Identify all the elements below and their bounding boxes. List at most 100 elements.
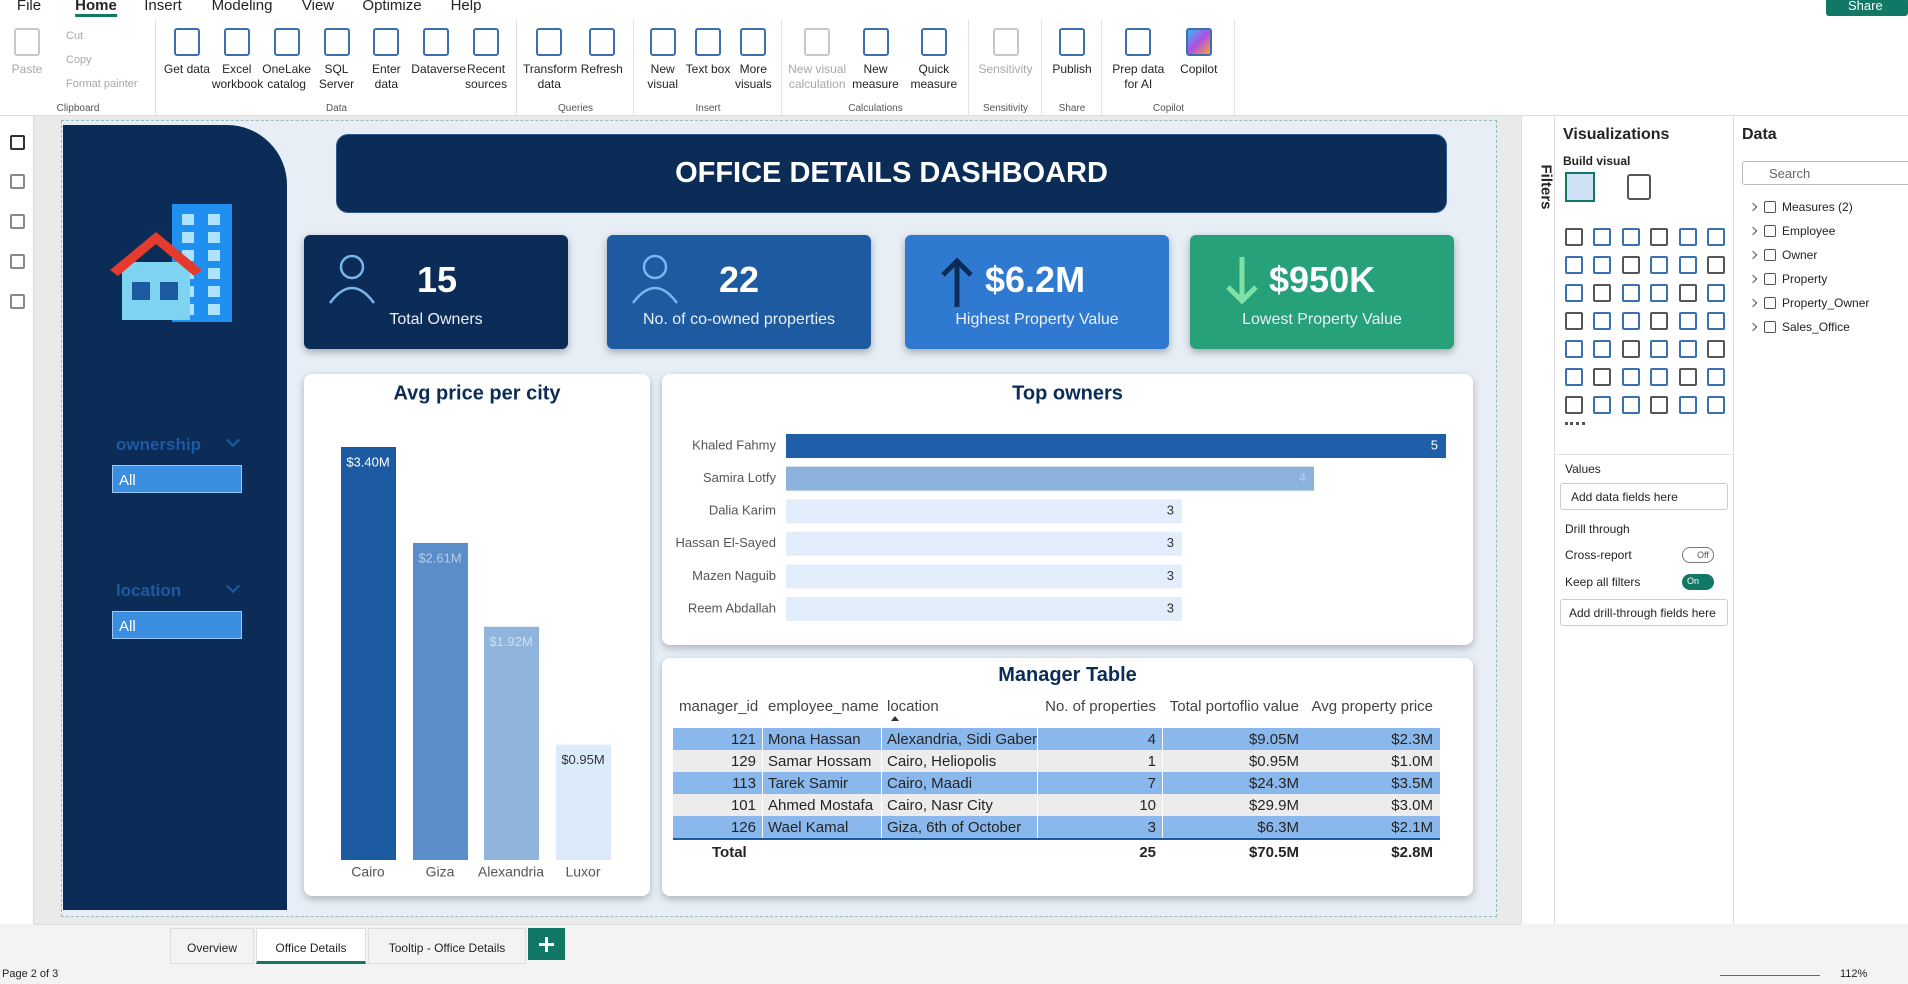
visual-type-icon[interactable] [1707,228,1725,246]
ribbon-button[interactable]: Get data [163,62,210,76]
expand-chevron[interactable] [1748,226,1758,236]
nav-icon[interactable] [10,294,25,309]
nav-icon[interactable] [10,254,25,269]
visual-type-icon[interactable] [1678,368,1697,386]
menu-item[interactable]: File [16,0,42,14]
drop-well[interactable]: Add data fields here [1560,483,1728,510]
visual-type-icon[interactable] [1707,256,1725,274]
share-button[interactable]: Share [1826,0,1908,16]
table-name[interactable]: Employee [1782,224,1836,238]
visual-type-icon[interactable] [1707,312,1725,330]
visual-type-icon[interactable] [1565,228,1583,246]
visual-type-icon[interactable] [1593,396,1612,414]
visual-type-icon[interactable] [1565,284,1583,302]
visual-type-icon[interactable] [1565,396,1583,414]
ribbon-button[interactable]: New visual [647,62,678,91]
filters-pane[interactable]: Filters [1521,116,1555,924]
visual-type-icon[interactable] [1621,396,1640,414]
visual-type-icon[interactable] [1593,340,1612,358]
ribbon-button[interactable]: SQL Server [318,62,355,91]
ribbon-small-button[interactable]: Copy [66,54,92,66]
visual-type-icon[interactable] [1593,368,1612,386]
visual-type-icon[interactable] [1678,256,1697,274]
ribbon-button[interactable]: Transform data [523,62,578,91]
menu-item[interactable]: Modeling [211,0,273,14]
nav-icon[interactable] [10,174,25,189]
ribbon-button[interactable]: Refresh [580,62,623,76]
visual-type-icon[interactable] [1621,284,1640,302]
visual-type-icon[interactable] [1650,228,1669,246]
visual-type-icon[interactable] [1650,256,1669,274]
visual-type-icon[interactable] [1621,256,1640,274]
ribbon-button[interactable]: Dataverse [411,62,466,76]
visual-type-icon[interactable] [1621,368,1640,386]
ribbon-button[interactable]: OneLake catalog [262,62,311,91]
ribbon-button[interactable]: Sensitivity [978,62,1033,76]
zoom-slider[interactable] [1720,975,1820,976]
ribbon-button[interactable]: Recent sources [465,62,508,91]
ribbon-button[interactable]: Quick measure [910,62,958,91]
visual-type-icon[interactable] [1565,312,1583,330]
visual-type-icon[interactable] [1678,228,1697,246]
visual-type-icon[interactable] [1621,312,1640,330]
visual-type-icon[interactable] [1650,284,1669,302]
visual-type-icon[interactable] [1678,396,1697,414]
visual-type-icon[interactable] [1593,256,1612,274]
expand-chevron[interactable] [1748,202,1758,212]
page-tab[interactable]: Office Details [256,928,366,964]
ribbon-button[interactable]: More visuals [734,62,772,91]
visual-type-icon[interactable] [1593,312,1612,330]
ribbon-button[interactable]: Prep data for AI [1112,62,1165,91]
ribbon-small-button[interactable]: Format painter [66,78,138,90]
slicer-dropdown[interactable]: All [112,611,242,639]
ribbon-button[interactable]: Enter data [372,62,401,91]
toggle[interactable]: Off [1682,547,1714,563]
page-tab[interactable]: Overview [170,928,254,964]
visual-type-icon[interactable] [1650,312,1669,330]
table-name[interactable]: Owner [1782,248,1818,262]
ribbon-button[interactable]: New visual calculation [788,62,847,91]
ribbon-button[interactable]: Copilot [1180,62,1218,76]
expand-chevron[interactable] [1748,322,1758,332]
visual-type-icon[interactable] [1678,312,1697,330]
expand-chevron[interactable] [1748,274,1758,284]
nav-icon[interactable] [10,135,25,150]
visual-type-icon[interactable] [1621,340,1640,358]
visual-type-icon[interactable] [1707,396,1725,414]
drop-well[interactable]: Add drill-through fields here [1560,599,1728,626]
nav-icon[interactable] [10,214,25,229]
ribbon-button[interactable]: Publish [1052,62,1092,76]
visual-type-icon[interactable] [1565,368,1583,386]
visual-type-icon[interactable] [1593,228,1612,246]
more-icon[interactable] [1565,422,1585,430]
ribbon-button[interactable]: Excel workbook [211,62,264,91]
build-tab[interactable] [1565,172,1595,202]
menu-item[interactable]: View [301,0,335,14]
table-name[interactable]: Property_Owner [1782,296,1870,310]
ribbon-button[interactable]: Text box [685,62,731,76]
visual-type-icon[interactable] [1707,284,1725,302]
menu-item[interactable]: Home [75,0,117,17]
table-name[interactable]: Measures (2) [1782,200,1853,214]
expand-chevron[interactable] [1748,250,1758,260]
visual-type-icon[interactable] [1650,368,1669,386]
menu-item[interactable]: Insert [144,0,182,14]
visual-type-icon[interactable] [1593,284,1612,302]
visual-type-icon[interactable] [1707,340,1725,358]
expand-chevron[interactable] [1748,298,1758,308]
visual-type-icon[interactable] [1621,228,1640,246]
ribbon-button[interactable]: Paste [11,62,43,76]
visual-type-icon[interactable] [1707,368,1725,386]
visual-type-icon[interactable] [1565,340,1583,358]
visual-type-icon[interactable] [1650,340,1669,358]
slicer-dropdown[interactable]: All [112,465,242,493]
search-box[interactable]: Search [1742,161,1908,185]
ribbon-button[interactable]: New measure [852,62,899,91]
toggle[interactable]: On [1682,574,1714,590]
visual-type-icon[interactable] [1650,396,1669,414]
format-tab[interactable] [1627,174,1651,200]
menu-item[interactable]: Help [450,0,482,14]
page-tab[interactable]: Tooltip - Office Details [368,928,526,964]
visual-type-icon[interactable] [1678,340,1697,358]
menu-item[interactable]: Optimize [362,0,422,14]
